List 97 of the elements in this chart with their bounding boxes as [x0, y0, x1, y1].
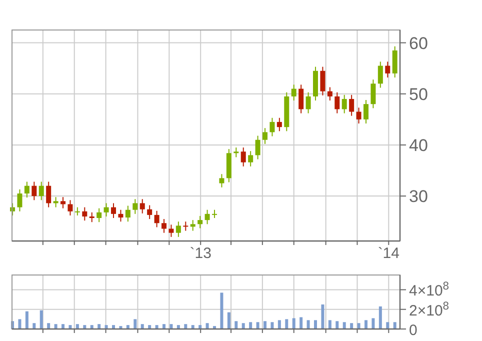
candlestick — [176, 221, 181, 238]
candlestick — [24, 181, 30, 198]
candlestick — [162, 218, 167, 234]
candlestick — [270, 117, 275, 137]
candlestick — [240, 147, 246, 167]
candlestick — [356, 107, 362, 124]
bar — [62, 324, 65, 329]
bar — [321, 304, 324, 329]
candlestick — [385, 61, 390, 78]
bar — [300, 317, 303, 329]
candlestick — [234, 147, 239, 158]
bar — [76, 324, 79, 329]
y-tick-label: 2×10$^{8}$ — [409, 300, 450, 320]
bar — [342, 322, 346, 329]
candlestick — [154, 210, 160, 228]
y-tick-label: 50 — [409, 84, 428, 104]
bar — [386, 322, 390, 329]
candlestick — [60, 196, 66, 209]
bar — [285, 319, 288, 329]
candlestick — [198, 215, 203, 229]
candlestick — [118, 209, 124, 222]
bar — [357, 323, 360, 329]
y-tick-label: 40 — [409, 136, 428, 155]
bar — [40, 310, 43, 329]
candlestick — [291, 84, 296, 102]
bar — [336, 321, 339, 329]
bar — [393, 322, 396, 329]
candlestick — [190, 220, 196, 232]
candlestick — [327, 86, 332, 102]
bar — [32, 323, 36, 329]
candlestick — [306, 92, 311, 114]
candlestick — [255, 135, 260, 160]
candlestick — [276, 117, 282, 132]
bar — [328, 320, 332, 329]
candlestick — [125, 205, 130, 222]
candlestick — [140, 198, 145, 214]
bar — [270, 322, 274, 329]
y-tick-label: 4×10$^{8}$ — [409, 280, 450, 300]
candlestick — [392, 46, 398, 78]
bar — [227, 312, 230, 329]
bar — [134, 319, 137, 329]
bar — [98, 324, 101, 329]
candlestick — [219, 174, 224, 188]
bar — [372, 318, 375, 329]
bar — [18, 319, 22, 329]
candlestick — [370, 79, 376, 109]
candlestick — [32, 181, 37, 201]
candlestick — [53, 196, 58, 208]
bar — [162, 324, 166, 329]
bar — [54, 324, 58, 329]
candlestick — [378, 61, 383, 88]
candlestick — [96, 208, 102, 223]
bar — [47, 323, 50, 329]
candlestick — [89, 212, 94, 223]
bar — [242, 323, 245, 329]
bar — [314, 320, 317, 329]
bar — [234, 321, 238, 329]
candlestick — [82, 206, 88, 222]
candlestick — [147, 204, 152, 220]
bar — [278, 320, 281, 329]
bar — [170, 324, 173, 329]
x-tick-label: `14 — [378, 245, 400, 262]
candlestick — [104, 202, 109, 217]
candlestick — [248, 150, 254, 167]
candlestick — [204, 209, 210, 225]
y-tick-label: 0 — [409, 322, 418, 339]
bar — [256, 322, 260, 329]
candlestick — [46, 181, 52, 208]
bar — [140, 324, 144, 329]
bar — [249, 322, 252, 329]
bar — [264, 321, 266, 329]
candlestick — [334, 92, 340, 114]
candlestick — [168, 224, 174, 238]
candlestick — [132, 198, 138, 214]
candlestick — [342, 94, 347, 114]
candlestick — [68, 200, 73, 216]
candlestick — [183, 221, 188, 232]
candlestick — [17, 188, 22, 212]
candlestick — [38, 181, 44, 201]
y-tick-label: 60 — [409, 34, 428, 53]
candlestick — [320, 66, 326, 96]
bar — [184, 324, 188, 329]
bar — [350, 323, 354, 329]
x-tick-label: `13 — [190, 245, 212, 262]
bar — [206, 323, 209, 329]
bar — [306, 320, 310, 329]
candlestick — [363, 99, 368, 124]
candlestick — [349, 94, 354, 116]
candlestick — [262, 128, 268, 144]
y-tick-label: 30 — [409, 187, 428, 206]
bar — [364, 320, 368, 329]
bar — [292, 318, 296, 329]
bar — [378, 306, 382, 329]
bar — [25, 311, 28, 329]
candlestick — [111, 202, 116, 219]
candlestick — [298, 84, 304, 114]
bar — [220, 292, 224, 329]
